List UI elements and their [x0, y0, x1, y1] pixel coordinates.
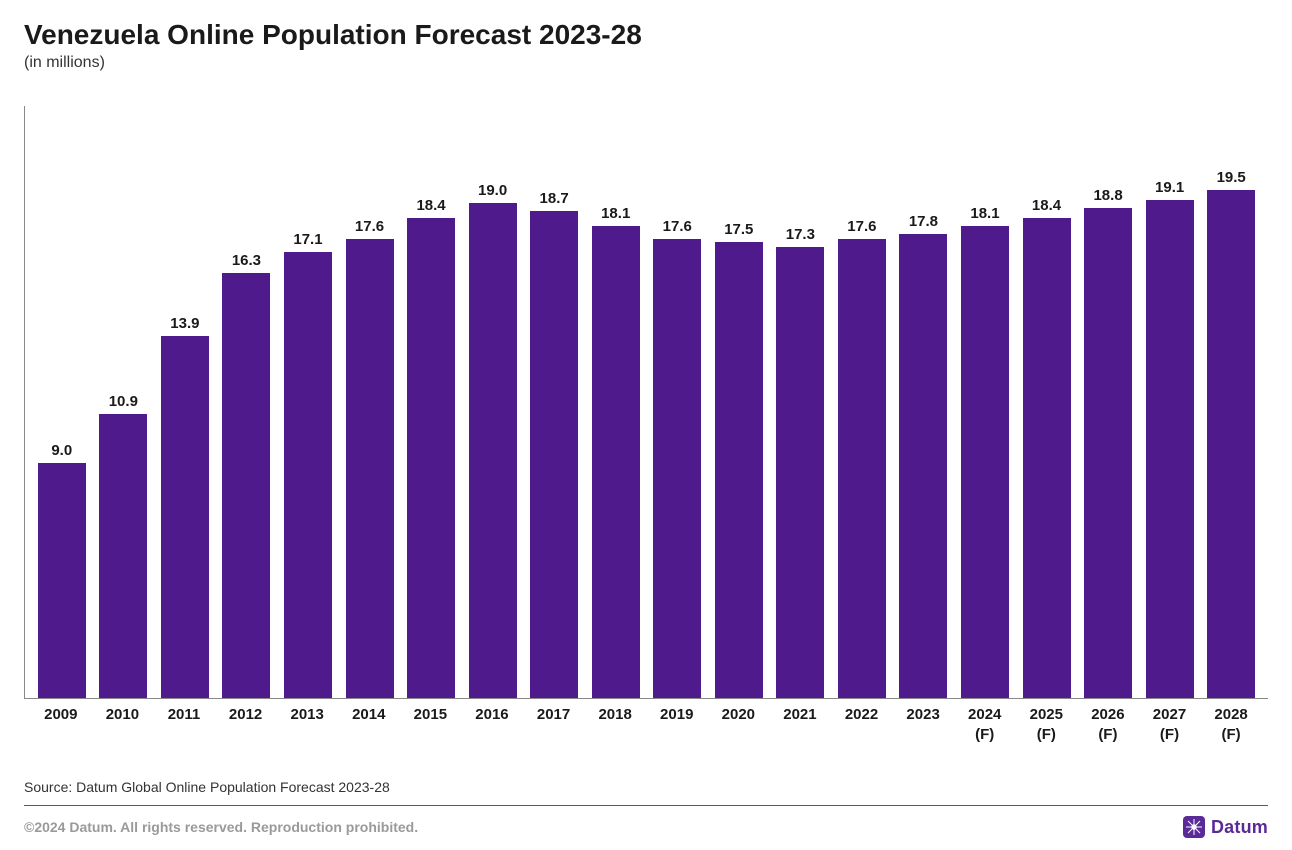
chart-area: 9.0 10.9 13.9 16.3 17.1 17.6 18.4 19.0 18.7 18.1 1… [24, 106, 1268, 761]
bar [346, 239, 394, 698]
bar [776, 247, 824, 698]
bar-slot: 17.8 [893, 106, 955, 698]
bar-value-label: 18.1 [970, 205, 999, 222]
bar-slot: 18.4 [1016, 106, 1078, 698]
xaxis-label: 2026(F) [1077, 699, 1139, 761]
chart-subtitle: (in millions) [24, 54, 1268, 72]
brand-icon [1183, 816, 1205, 838]
bar [99, 414, 147, 698]
bar-slot: 18.4 [400, 106, 462, 698]
bar-value-label: 18.7 [540, 190, 569, 207]
bar-slot: 10.9 [93, 106, 155, 698]
brand-name: Datum [1211, 817, 1268, 838]
bar [899, 234, 947, 698]
xaxis-label: 2015 [400, 699, 462, 761]
bar-value-label: 17.8 [909, 213, 938, 230]
bar [161, 336, 209, 698]
bar [1146, 200, 1194, 698]
bar [592, 226, 640, 698]
brand: Datum [1183, 816, 1268, 838]
xaxis-label: 2025(F) [1016, 699, 1078, 761]
bar-slot: 17.6 [339, 106, 401, 698]
xaxis-label: 2017 [523, 699, 585, 761]
chart-xaxis: 2009201020112012201320142015201620172018… [24, 699, 1268, 761]
xaxis-label: 2024(F) [954, 699, 1016, 761]
bar-slot: 18.1 [954, 106, 1016, 698]
chart-header: Venezuela Online Population Forecast 202… [24, 18, 1268, 72]
bar-slot: 18.8 [1077, 106, 1139, 698]
bar-slot: 16.3 [216, 106, 278, 698]
bar-value-label: 17.3 [786, 226, 815, 243]
xaxis-label: 2011 [153, 699, 215, 761]
footer: ©2024 Datum. All rights reserved. Reprod… [24, 806, 1268, 838]
bar-slot: 9.0 [31, 106, 93, 698]
bar-slot: 19.1 [1139, 106, 1201, 698]
xaxis-label: 2009 [30, 699, 92, 761]
bar-value-label: 18.4 [1032, 197, 1061, 214]
bar-value-label: 16.3 [232, 252, 261, 269]
bar [530, 211, 578, 698]
bar [1207, 190, 1255, 698]
bar-slot: 13.9 [154, 106, 216, 698]
bar-slot: 19.0 [462, 106, 524, 698]
bar-value-label: 17.5 [724, 221, 753, 238]
copyright-text: ©2024 Datum. All rights reserved. Reprod… [24, 819, 418, 835]
bar [469, 203, 517, 698]
bar [222, 273, 270, 698]
xaxis-label: 2028(F) [1200, 699, 1262, 761]
xaxis-label: 2012 [215, 699, 277, 761]
bar-value-label: 17.6 [355, 218, 384, 235]
bar-value-label: 19.5 [1217, 169, 1246, 186]
bar [961, 226, 1009, 698]
xaxis-label: 2023 [892, 699, 954, 761]
bar-value-label: 17.1 [293, 231, 322, 248]
bar-value-label: 19.0 [478, 182, 507, 199]
xaxis-label: 2020 [708, 699, 770, 761]
bar-value-label: 9.0 [51, 442, 72, 459]
bar-slot: 17.6 [646, 106, 708, 698]
xaxis-label: 2021 [769, 699, 831, 761]
bar-value-label: 18.4 [416, 197, 445, 214]
bar [838, 239, 886, 698]
bar-value-label: 18.8 [1093, 187, 1122, 204]
chart-title: Venezuela Online Population Forecast 202… [24, 18, 1268, 52]
xaxis-label: 2014 [338, 699, 400, 761]
xaxis-label: 2018 [584, 699, 646, 761]
xaxis-label: 2022 [831, 699, 893, 761]
bar-value-label: 13.9 [170, 315, 199, 332]
bar [715, 242, 763, 698]
xaxis-label: 2027(F) [1139, 699, 1201, 761]
bar [1084, 208, 1132, 698]
bar-slot: 17.5 [708, 106, 770, 698]
bar-value-label: 17.6 [663, 218, 692, 235]
bar-slot: 18.7 [523, 106, 585, 698]
xaxis-label: 2013 [276, 699, 338, 761]
bar-value-label: 18.1 [601, 205, 630, 222]
xaxis-label: 2016 [461, 699, 523, 761]
chart-plot: 9.0 10.9 13.9 16.3 17.1 17.6 18.4 19.0 18.7 18.1 1… [24, 106, 1268, 699]
bar [407, 218, 455, 698]
bar-slot: 18.1 [585, 106, 647, 698]
bar-slot: 19.5 [1200, 106, 1262, 698]
source-text: Source: Datum Global Online Population F… [24, 769, 1268, 806]
bar-value-label: 10.9 [109, 393, 138, 410]
chart-bars: 9.0 10.9 13.9 16.3 17.1 17.6 18.4 19.0 18.7 18.1 1… [25, 106, 1268, 698]
bar-slot: 17.1 [277, 106, 339, 698]
bar [653, 239, 701, 698]
bar-value-label: 17.6 [847, 218, 876, 235]
bar [38, 463, 86, 698]
bar-slot: 17.6 [831, 106, 893, 698]
bar-slot: 17.3 [770, 106, 832, 698]
xaxis-label: 2019 [646, 699, 708, 761]
bar [284, 252, 332, 698]
bar-value-label: 19.1 [1155, 179, 1184, 196]
xaxis-label: 2010 [92, 699, 154, 761]
bar [1023, 218, 1071, 698]
